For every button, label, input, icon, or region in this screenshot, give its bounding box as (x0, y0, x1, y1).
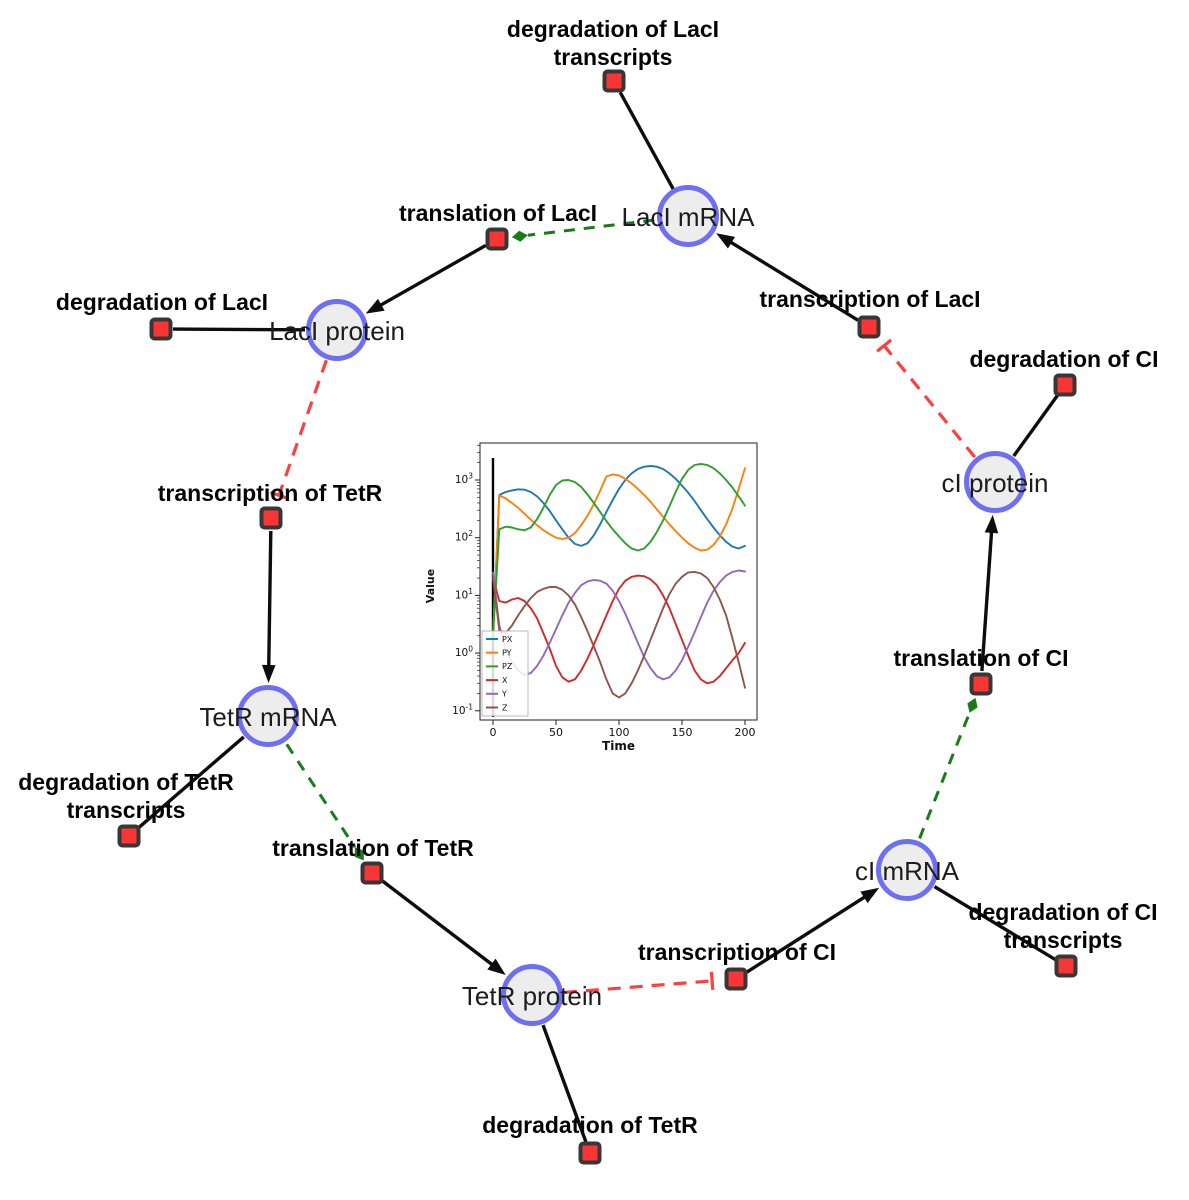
reaction-node-deg_laci[interactable] (149, 317, 173, 341)
species-label-laci_mrna: LacI mRNA (622, 202, 756, 232)
reaction-node-txn_tetr[interactable] (259, 506, 283, 530)
reaction-label-deg_tetr_tx-line1: degradation of TetR (18, 769, 234, 795)
x-tick-label: 50 (549, 726, 563, 739)
reaction-label-deg_tetr_tx-line2: transcripts (67, 797, 186, 823)
series-PX (492, 465, 746, 637)
legend-entry-PZ: PZ (502, 662, 513, 671)
edge-transl_ci-ci_protein (980, 514, 999, 672)
labels-layer: degradation of LacItranscriptstranslatio… (18, 16, 1158, 1138)
legend-entry-Y: Y (501, 690, 507, 699)
reaction-label-deg_laci_tx-line2: transcripts (554, 44, 673, 70)
reaction-node-deg_tetr_tx[interactable] (117, 824, 141, 848)
y-tick-label: 101 (455, 587, 473, 602)
legend-entry-Z: Z (502, 703, 508, 712)
y-axis-label: Value (424, 569, 437, 603)
legend-entry-PY: PY (502, 649, 512, 658)
reaction-node-transl_ci[interactable] (969, 672, 993, 696)
curves-layer (492, 462, 746, 699)
species-label-laci_protein: LacI protein (269, 316, 405, 346)
species-label-ci_protein: cI protein (942, 468, 1049, 498)
species-label-tetr_mrna: TetR mRNA (199, 702, 337, 732)
reaction-node-deg_ci[interactable] (1053, 373, 1077, 397)
species-label-ci_mrna: cI mRNA (855, 856, 960, 886)
edge-tetr_mrna-deg_tetr_tx (136, 735, 245, 830)
series-Z (492, 570, 746, 699)
series-X (492, 574, 746, 685)
reaction-label-transl_ci-line1: translation of CI (893, 645, 1068, 671)
edge-ci_mrna-deg_ci_tx (933, 885, 1057, 962)
species-node-laci_mrna[interactable] (657, 185, 719, 247)
reaction-label-txn_laci-line1: transcription of LacI (759, 286, 980, 312)
reaction-node-deg_laci_tx[interactable] (602, 69, 626, 93)
species-node-tetr_mrna[interactable] (237, 685, 299, 747)
reaction-label-deg_tetr-line1: degradation of TetR (482, 1112, 698, 1138)
y-tick-label: 102 (455, 529, 473, 544)
x-tick-label: 0 (490, 726, 497, 739)
reaction-node-deg_tetr[interactable] (578, 1141, 602, 1165)
edge-transl_laci-laci_protein (365, 243, 487, 314)
reaction-label-deg_laci-line1: degradation of LacI (56, 289, 268, 315)
edge-laci_mrna-transl_laci (511, 218, 655, 242)
x-tick-label: 200 (735, 726, 756, 739)
reaction-label-deg_laci_tx-line1: degradation of LacI (507, 16, 719, 42)
species-node-tetr_protein[interactable] (501, 964, 563, 1026)
plot-legend: PX PY PZ XYZ (481, 630, 529, 717)
reaction-label-deg_ci_tx-line2: transcripts (1004, 927, 1123, 953)
series-PZ (492, 462, 746, 637)
edge-tetr_protein-txn_ci (563, 971, 715, 995)
series-Y (492, 569, 746, 681)
x-axis-label: Time (602, 739, 635, 753)
reaction-label-txn_tetr-line1: transcription of TetR (158, 480, 383, 506)
x-tick-label: 150 (672, 726, 693, 739)
edge-tetr_protein-deg_tetr (541, 1024, 588, 1143)
reaction-label-deg_ci-line1: degradation of CI (969, 346, 1158, 372)
edge-laci_protein-txn_tetr (269, 359, 328, 500)
nodes-layer (117, 69, 1078, 1165)
reaction-node-txn_laci[interactable] (857, 315, 881, 339)
edge-deg_laci_tx-laci_mrna (618, 91, 676, 192)
reaction-label-txn_ci-line1: transcription of CI (638, 939, 836, 965)
series-PY (492, 467, 746, 637)
x-tick-label: 100 (609, 726, 630, 739)
species-node-ci_protein[interactable] (964, 451, 1026, 513)
species-node-laci_protein[interactable] (306, 299, 368, 361)
edge-laci_protein-deg_laci (172, 327, 306, 332)
edge-ci_protein-txn_laci (876, 338, 977, 459)
reaction-label-deg_ci_tx-line1: degradation of CI (968, 899, 1157, 925)
reaction-node-transl_laci[interactable] (485, 227, 509, 251)
edge-ci_mrna-transl_ci (918, 697, 978, 839)
species-label-tetr_protein: TetR protein (462, 981, 602, 1011)
edge-ci_protein-deg_ci (1012, 393, 1060, 458)
y-tick-label: 103 (455, 472, 473, 487)
edge-transl_tetr-tetr_protein (381, 879, 506, 975)
edge-txn_ci-ci_mrna (746, 887, 880, 974)
edge-txn_laci-laci_mrna (716, 233, 859, 322)
edges-layer (136, 91, 1060, 1143)
reaction-node-txn_ci[interactable] (724, 967, 748, 991)
reaction-label-transl_tetr-line1: translation of TetR (272, 835, 474, 861)
edge-txn_tetr-tetr_mrna (261, 530, 276, 684)
species-node-ci_mrna[interactable] (876, 839, 938, 901)
reaction-node-deg_ci_tx[interactable] (1054, 954, 1078, 978)
edge-tetr_mrna-transl_tetr (285, 743, 364, 861)
legend-entry-PX: PX (502, 635, 513, 644)
reaction-label-transl_laci-line1: translation of LacI (399, 200, 597, 226)
reaction-node-transl_tetr[interactable] (360, 861, 384, 885)
y-tick-label: 10-1 (452, 702, 473, 717)
y-tick-label: 100 (455, 645, 473, 660)
legend-entry-X: X (502, 676, 508, 685)
